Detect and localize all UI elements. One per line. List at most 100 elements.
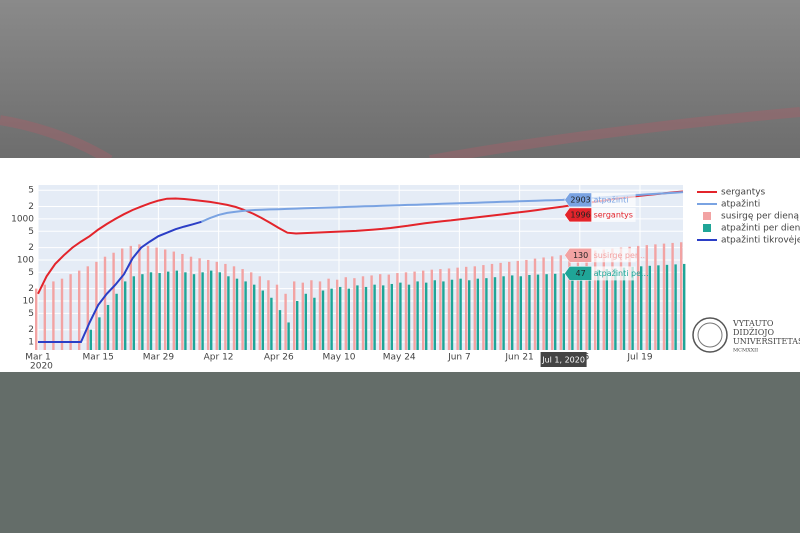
bar	[551, 256, 554, 350]
bar	[622, 267, 626, 350]
bar	[645, 245, 648, 350]
bar	[387, 274, 390, 350]
logo-emblem	[692, 317, 728, 353]
hover-name-bg	[591, 248, 636, 263]
legend-label: atpažinti	[721, 200, 760, 210]
x-tick-label: May 24	[383, 353, 416, 363]
bar	[640, 266, 643, 350]
hover-value: 2903	[570, 195, 590, 204]
x-tick-label: Mar 29	[143, 353, 175, 363]
bar	[207, 259, 210, 350]
bar	[605, 269, 608, 350]
bar	[502, 276, 505, 350]
bar	[210, 270, 213, 350]
bar	[476, 278, 479, 350]
legend-label: atpažinti tikrovėje	[721, 236, 800, 246]
bar	[167, 271, 170, 350]
y-tick-label: 100	[17, 255, 34, 265]
bar	[525, 259, 528, 350]
bar	[52, 281, 55, 350]
bar	[175, 270, 178, 350]
bar	[657, 265, 660, 350]
bar	[69, 274, 72, 350]
bar	[516, 260, 519, 350]
bar	[278, 310, 282, 350]
y-tick-label: 1000	[11, 214, 34, 224]
bar	[665, 264, 669, 350]
y-tick-label: 10	[23, 296, 35, 306]
bar	[490, 263, 494, 350]
bar	[250, 272, 253, 350]
bar	[662, 243, 666, 350]
hover-name: atpažinti pe...	[594, 269, 649, 278]
bar	[198, 258, 201, 350]
y-tick-label: 2	[28, 325, 34, 335]
bar	[339, 286, 342, 350]
bar	[141, 274, 144, 350]
y-tick-label: 5	[28, 227, 34, 237]
bar	[468, 280, 471, 350]
logo-text: DIDŽIOJO	[733, 328, 774, 337]
x-tick-label: Jun 7	[447, 353, 471, 363]
blurred-line	[0, 107, 800, 165]
bar	[181, 253, 184, 350]
y-tick-label: 2	[28, 243, 34, 253]
bar	[404, 272, 408, 350]
bar	[103, 256, 107, 350]
logo-emblem	[697, 322, 723, 348]
bar	[407, 284, 411, 350]
bar	[192, 274, 196, 350]
blurred-background	[0, 372, 800, 533]
bar	[158, 273, 161, 350]
bar	[482, 265, 485, 350]
bar	[499, 262, 502, 350]
bar	[614, 268, 617, 350]
bar	[296, 300, 299, 350]
bar	[533, 258, 537, 350]
bar	[568, 253, 571, 350]
bar	[344, 277, 347, 350]
hover-name-bg	[591, 192, 636, 207]
bar	[106, 304, 110, 350]
bar	[318, 281, 322, 350]
bar	[416, 281, 419, 350]
bar	[611, 248, 614, 350]
x-tick-label: Apr 12	[204, 353, 234, 363]
bar	[189, 256, 193, 350]
bar	[347, 288, 350, 350]
bar	[390, 283, 393, 350]
bar	[373, 284, 376, 350]
bar	[241, 269, 244, 350]
logo-text: VYTAUTO	[732, 319, 774, 328]
bar	[86, 266, 89, 350]
bar	[121, 248, 124, 350]
bar	[399, 282, 402, 350]
bar	[201, 272, 204, 350]
bar	[542, 257, 545, 350]
bar	[493, 277, 497, 350]
bar	[155, 247, 158, 350]
bar	[594, 250, 597, 350]
bar	[287, 322, 290, 350]
x-tick-label: May 10	[323, 353, 356, 363]
bar	[439, 269, 442, 350]
legend-symbol	[703, 212, 711, 220]
bar	[637, 245, 640, 350]
bar	[132, 276, 135, 350]
bar	[284, 293, 287, 350]
bar	[184, 272, 187, 350]
legend-label: sergantys	[721, 188, 766, 198]
bar	[235, 278, 239, 350]
bar	[459, 278, 462, 350]
bar	[244, 281, 247, 350]
hover-value: 1996	[570, 210, 590, 219]
bar	[370, 275, 373, 350]
y-tick-label: 5	[28, 186, 34, 196]
bar	[528, 274, 531, 350]
bar	[164, 249, 167, 350]
bar	[602, 249, 605, 350]
bar	[218, 272, 221, 350]
bar	[579, 271, 583, 350]
bar	[447, 268, 451, 350]
bar	[473, 266, 476, 350]
